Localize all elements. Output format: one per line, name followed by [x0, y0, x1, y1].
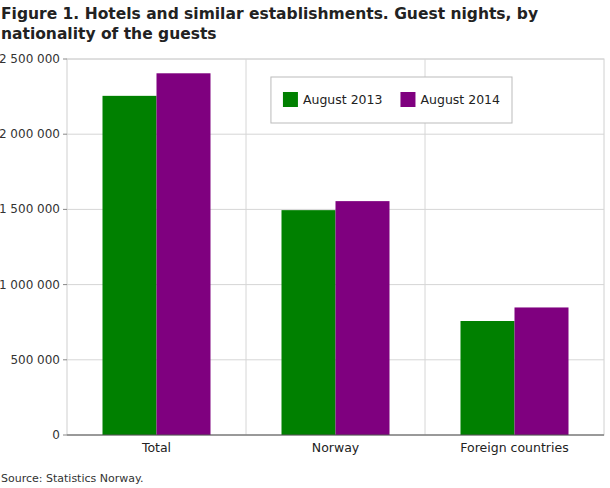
legend-swatch: [283, 92, 298, 107]
x-axis: [67, 435, 604, 436]
bar: [515, 307, 569, 435]
bar: [336, 201, 390, 435]
source: Source: Statistics Norway.: [1, 472, 143, 485]
y-tick-label: 2 000 000: [0, 127, 60, 141]
grid-line: [67, 435, 604, 436]
y-tick-label: 2 500 000: [0, 52, 60, 66]
y-tick-label: 1 500 000: [0, 202, 60, 216]
y-tick: [63, 134, 67, 135]
bars: [103, 73, 569, 435]
title-line: nationality of the guests: [1, 25, 217, 43]
bar: [461, 321, 515, 435]
legend-label: August 2013: [303, 92, 383, 107]
y-tick-label: 1 000 000: [0, 278, 60, 292]
y-tick-label: 500 000: [10, 353, 60, 367]
y-tick-label: 0: [52, 428, 60, 442]
chart: Figure 1. Hotels and similar establishme…: [0, 0, 610, 488]
title: Figure 1. Hotels and similar establishme…: [1, 5, 538, 43]
legend-box: [271, 77, 512, 123]
x-tick-label: Foreign countries: [460, 440, 568, 455]
legend-label: August 2014: [420, 92, 500, 107]
y-tick: [63, 59, 67, 60]
x-tick-label: Norway: [312, 440, 360, 455]
plot-frame: [67, 59, 604, 435]
y-tick: [63, 359, 67, 360]
bar: [157, 73, 211, 435]
legend: August 2013 August 2014: [271, 77, 512, 123]
y-tick: [63, 284, 67, 285]
y-tick: [63, 209, 67, 210]
y-tick: [63, 435, 67, 436]
title-line: Figure 1. Hotels and similar establishme…: [1, 5, 538, 23]
x-tick-label: Total: [141, 440, 171, 455]
bar: [282, 210, 336, 435]
category-separator: [246, 59, 247, 435]
legend-swatch: [400, 92, 415, 107]
grid-line: [67, 59, 604, 60]
bar: [103, 96, 157, 435]
